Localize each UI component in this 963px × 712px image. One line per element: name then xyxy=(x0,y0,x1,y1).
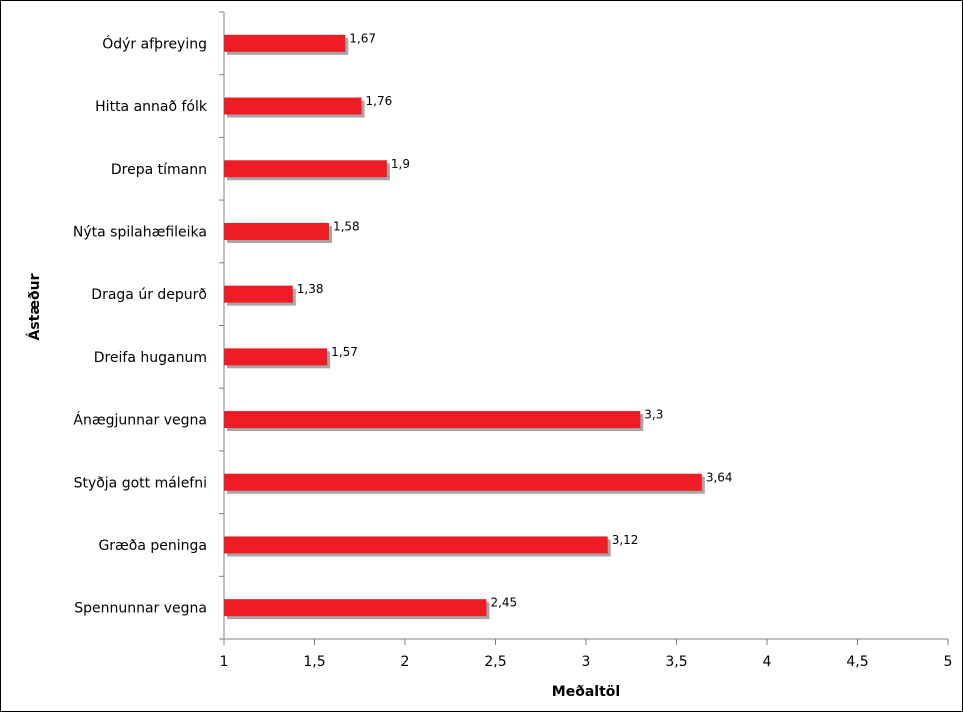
data-label: 1,76 xyxy=(366,94,393,108)
x-tick-label: 4,5 xyxy=(846,654,868,670)
bar xyxy=(224,599,486,616)
labels-layer: 1 1,5 2 2,5 3 3,5 4 4,5 5 Ódýr afþreying 1,67 Hitta… xyxy=(73,31,953,670)
bar xyxy=(224,286,293,303)
x-tick-label: 5 xyxy=(944,654,953,670)
bar xyxy=(224,223,329,240)
bar xyxy=(224,474,702,491)
data-label: 1,38 xyxy=(297,282,324,296)
data-label: 1,58 xyxy=(333,219,360,233)
x-tick-label: 1 xyxy=(220,654,229,670)
category-label: Nýta spilahæfileika xyxy=(73,224,207,240)
category-label: Hitta annað fólk xyxy=(95,99,208,115)
category-label: Ánægjunnar vegna xyxy=(73,412,207,429)
bars-layer xyxy=(224,35,705,619)
data-label: 3,12 xyxy=(612,533,639,547)
bar xyxy=(224,35,345,52)
category-label: Dreifa huganum xyxy=(94,350,207,366)
bar xyxy=(224,348,327,365)
bar xyxy=(224,411,640,428)
data-label: 3,3 xyxy=(644,408,663,422)
category-label: Spennunnar vegna xyxy=(74,601,207,617)
data-label: 1,9 xyxy=(391,157,410,171)
x-tick-label: 4 xyxy=(763,654,772,670)
category-label: Draga úr depurð xyxy=(91,287,207,303)
x-tick-label: 2,5 xyxy=(484,654,506,670)
category-label: Styðja gott málefni xyxy=(74,475,207,491)
data-label: 3,64 xyxy=(706,470,733,484)
data-label: 1,67 xyxy=(349,31,376,45)
x-tick-label: 2 xyxy=(401,654,410,670)
x-tick-label: 3 xyxy=(582,654,591,670)
category-label: Græða peninga xyxy=(98,538,207,554)
bar xyxy=(224,536,608,553)
bar xyxy=(224,160,387,177)
data-label: 2,45 xyxy=(490,596,517,610)
category-label: Ódýr afþreying xyxy=(102,34,207,52)
x-axis-title: Meðaltöl xyxy=(552,684,620,700)
x-tick-label: 3,5 xyxy=(665,654,687,670)
data-label: 1,57 xyxy=(331,345,358,359)
y-axis-title: Ástæður xyxy=(26,273,43,340)
x-tick-label: 1,5 xyxy=(303,654,325,670)
bar xyxy=(224,98,362,115)
category-label: Drepa tímann xyxy=(111,162,207,178)
